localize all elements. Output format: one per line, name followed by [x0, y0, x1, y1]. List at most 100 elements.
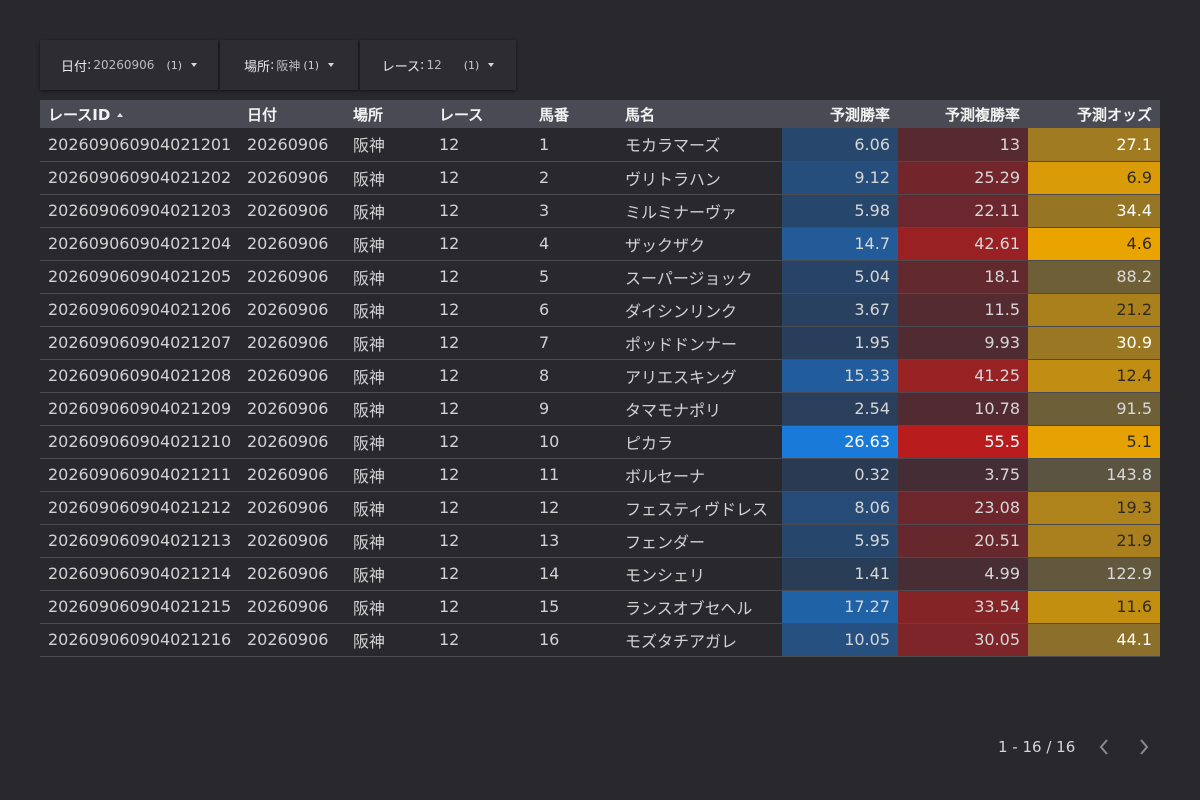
cell-horse-name: ポッドドンナー	[617, 326, 782, 360]
cell-venue: 阪神	[345, 359, 431, 393]
column-header-race[interactable]: レース	[439, 105, 484, 124]
cell-race-id: 202609060904021204	[40, 227, 239, 261]
cell-date: 20260906	[239, 557, 345, 591]
cell-horse-name: タマモナポリ	[617, 392, 782, 426]
table-body: 202609060904021201 20260906 阪神 12 1 モカラマーズ 6.0…	[40, 128, 1160, 657]
cell-venue: 阪神	[345, 524, 431, 558]
filter-race-label: レース	[381, 59, 421, 75]
column-header-horse-name[interactable]: 馬名	[625, 105, 656, 124]
cell-race: 12	[431, 359, 531, 393]
cell-odds: 91.5	[1028, 392, 1160, 426]
cell-race-id: 202609060904021214	[40, 557, 239, 591]
cell-odds: 143.8	[1028, 458, 1160, 492]
cell-race-id: 202609060904021211	[40, 458, 239, 492]
cell-venue: 阪神	[345, 557, 431, 591]
cell-horse-name: ランスオブセヘル	[617, 590, 782, 624]
cell-date: 20260906	[239, 260, 345, 294]
cell-odds: 5.1	[1028, 425, 1160, 459]
cell-win-rate: 26.63	[782, 425, 898, 459]
filter-venue-count: (1)	[303, 58, 319, 72]
column-header-odds[interactable]: 予測オッズ	[1076, 105, 1152, 124]
column-header-date[interactable]: 日付	[247, 105, 278, 124]
cell-horse-name: フェスティヴドレス	[617, 491, 782, 525]
table-row: 202609060904021212 20260906 阪神 12 12 フェスティヴドレ…	[40, 491, 1160, 525]
cell-win-rate: 10.05	[782, 623, 898, 657]
cell-win-rate: 2.54	[782, 392, 898, 426]
chevron-right-icon[interactable]	[1124, 735, 1164, 759]
filter-race-count: (1)	[463, 58, 480, 72]
cell-odds: 11.6	[1028, 590, 1160, 624]
filter-venue[interactable]: 場所: 阪神 (1)	[220, 40, 358, 90]
column-header-venue[interactable]: 場所	[353, 105, 384, 124]
cell-horse-name: ボルセーナ	[617, 458, 782, 492]
cell-race: 12	[431, 524, 531, 558]
filter-race[interactable]: レース: 12 (1)	[360, 40, 516, 90]
cell-venue: 阪神	[345, 458, 431, 492]
cell-race-id: 202609060904021215	[40, 590, 239, 624]
filter-race-value: 12	[426, 58, 442, 72]
cell-place-rate: 20.51	[898, 524, 1028, 558]
cell-race-id: 202609060904021207	[40, 326, 239, 360]
table-row: 202609060904021216 20260906 阪神 12 16 モズタチアガレ 1…	[40, 623, 1160, 657]
cell-win-rate: 5.04	[782, 260, 898, 294]
cell-win-rate: 17.27	[782, 590, 898, 624]
column-header-race-id[interactable]: レースID	[40, 100, 239, 128]
cell-odds: 6.9	[1028, 161, 1160, 195]
table-row: 202609060904021207 20260906 阪神 12 7 ポッドドンナー 1.…	[40, 326, 1160, 360]
cell-place-rate: 30.05	[898, 623, 1028, 657]
cell-race-id: 202609060904021216	[40, 623, 239, 657]
table-row: 202609060904021208 20260906 阪神 12 8 アリエスキング 15…	[40, 359, 1160, 393]
cell-horse-name: モカラマーズ	[617, 128, 782, 162]
filter-date[interactable]: 日付: 20260906 (1)	[40, 40, 218, 90]
cell-horse-number: 3	[531, 194, 617, 228]
table-row: 202609060904021204 20260906 阪神 12 4 ザックザク 14.7…	[40, 227, 1160, 261]
table-row: 202609060904021213 20260906 阪神 12 13 フェンダー 5.9…	[40, 524, 1160, 558]
cell-horse-name: モンシェリ	[617, 557, 782, 591]
cell-venue: 阪神	[345, 161, 431, 195]
cell-date: 20260906	[239, 359, 345, 393]
cell-race: 12	[431, 425, 531, 459]
cell-date: 20260906	[239, 458, 345, 492]
pagination-range: 1 - 16 / 16	[998, 738, 1076, 756]
table-row: 202609060904021205 20260906 阪神 12 5 スーパージョック 5…	[40, 260, 1160, 294]
table-header-row: レースID 日付 場所 レース 馬番 馬名 予測勝率 予測複勝率 予測オッズ	[40, 100, 1160, 128]
table-row: 202609060904021201 20260906 阪神 12 1 モカラマーズ 6.0…	[40, 128, 1160, 162]
cell-odds: 30.9	[1028, 326, 1160, 360]
cell-horse-number: 13	[531, 524, 617, 558]
cell-horse-number: 4	[531, 227, 617, 261]
cell-odds: 44.1	[1028, 623, 1160, 657]
cell-race: 12	[431, 491, 531, 525]
cell-horse-name: ピカラ	[617, 425, 782, 459]
cell-win-rate: 8.06	[782, 491, 898, 525]
cell-horse-number: 7	[531, 326, 617, 360]
cell-race-id: 202609060904021206	[40, 293, 239, 327]
cell-race-id: 202609060904021209	[40, 392, 239, 426]
column-header-win-rate[interactable]: 予測勝率	[829, 105, 890, 124]
cell-horse-number: 5	[531, 260, 617, 294]
cell-venue: 阪神	[345, 194, 431, 228]
cell-horse-name: アリエスキング	[617, 359, 782, 393]
table-row: 202609060904021211 20260906 阪神 12 11 ボルセーナ 0.3…	[40, 458, 1160, 492]
cell-venue: 阪神	[345, 590, 431, 624]
cell-race-id: 202609060904021205	[40, 260, 239, 294]
cell-horse-number: 2	[531, 161, 617, 195]
column-header-horse-number[interactable]: 馬番	[539, 105, 570, 124]
cell-horse-number: 14	[531, 557, 617, 591]
table-row: 202609060904021210 20260906 阪神 12 10 ピカラ 26.63…	[40, 425, 1160, 459]
cell-race-id: 202609060904021201	[40, 128, 239, 162]
table-row: 202609060904021202 20260906 阪神 12 2 ヴリトラハン 9.1…	[40, 161, 1160, 195]
cell-horse-number: 16	[531, 623, 617, 657]
cell-race: 12	[431, 293, 531, 327]
cell-race: 12	[431, 161, 531, 195]
filter-race-colon: :	[420, 57, 425, 73]
cell-place-rate: 3.75	[898, 458, 1028, 492]
chevron-left-icon[interactable]	[1084, 735, 1124, 759]
cell-date: 20260906	[239, 524, 345, 558]
cell-horse-number: 9	[531, 392, 617, 426]
caret-down-icon	[488, 63, 495, 67]
cell-horse-number: 12	[531, 491, 617, 525]
caret-down-icon	[328, 63, 334, 67]
cell-date: 20260906	[239, 128, 345, 162]
cell-venue: 阪神	[345, 260, 431, 294]
column-header-place-rate[interactable]: 予測複勝率	[944, 105, 1020, 124]
